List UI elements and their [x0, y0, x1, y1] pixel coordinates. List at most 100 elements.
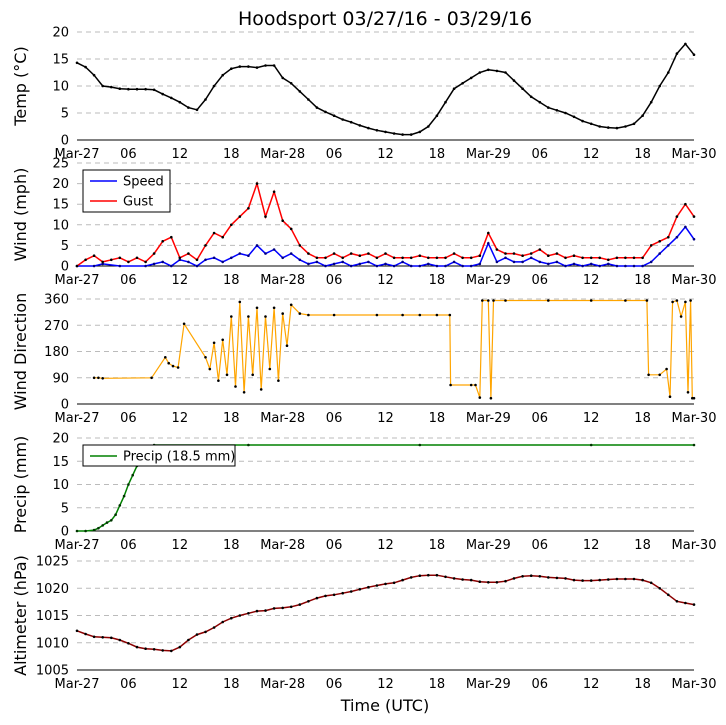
data-point: [448, 313, 452, 317]
data-point: [504, 252, 507, 255]
x-tick-label: 12: [583, 411, 600, 426]
data-point: [649, 260, 653, 264]
x-tick-label: Mar-27: [55, 411, 100, 426]
data-point: [144, 264, 147, 268]
panel-altimeter: 1005 1010 1015 1020 1025 Mar-27 06 12 18 Mar-28 06…: [11, 555, 716, 693]
data-point: [409, 576, 413, 579]
data-point: [547, 106, 550, 109]
x-tick-label: 12: [172, 411, 189, 426]
data-point: [307, 98, 310, 101]
data-point: [615, 264, 619, 268]
data-point: [221, 620, 224, 624]
data-point: [564, 577, 567, 580]
x-tick-label: Mar-29: [466, 411, 511, 426]
data-point: [487, 231, 490, 235]
y-tick-label: 0: [61, 134, 69, 149]
data-point: [624, 299, 627, 302]
data-point: [555, 252, 559, 255]
data-point: [589, 443, 593, 447]
legend: Precip (18.5 mm): [82, 444, 236, 467]
data-point: [307, 313, 310, 317]
data-point: [114, 513, 117, 516]
data-point: [589, 262, 593, 266]
data-point: [110, 258, 113, 262]
data-point: [264, 215, 267, 218]
data-point: [195, 264, 199, 268]
data-point: [538, 575, 542, 578]
data-point: [589, 579, 593, 582]
data-point: [495, 69, 499, 73]
data-point: [92, 254, 96, 257]
x-tick-label: 06: [326, 677, 343, 692]
data-point: [161, 240, 164, 243]
data-point: [572, 115, 576, 119]
data-point: [418, 574, 422, 577]
data-point: [75, 629, 79, 633]
data-point: [332, 593, 336, 597]
data-point: [684, 300, 687, 304]
data-point: [375, 313, 379, 317]
y-axis-label: Precip (mm): [11, 436, 30, 534]
data-point: [641, 114, 644, 117]
data-point: [144, 647, 147, 650]
data-point: [418, 130, 422, 134]
data-point: [255, 306, 259, 310]
data-point: [247, 315, 250, 318]
data-point: [632, 264, 636, 268]
x-tick-label: 06: [120, 677, 137, 692]
data-point: [684, 42, 687, 46]
x-tick-label: Mar-30: [672, 677, 717, 692]
data-point: [401, 133, 404, 136]
y-tick-label: 15: [52, 198, 69, 213]
x-tick-label: 12: [172, 538, 189, 553]
data-point: [521, 87, 524, 90]
data-point: [598, 264, 601, 268]
data-point: [607, 578, 610, 581]
x-tick-label: 06: [326, 538, 343, 553]
y-tick-label: 1005: [36, 664, 69, 679]
data-point: [645, 299, 649, 302]
data-point: [684, 202, 687, 206]
y-tick-label: 0: [61, 260, 69, 275]
x-axis-label: Time (UTC): [340, 696, 429, 715]
data-point: [401, 313, 404, 317]
data-point: [204, 244, 207, 247]
x-tick-label: 18: [634, 411, 651, 426]
data-point: [632, 122, 636, 126]
data-point: [289, 303, 293, 307]
legend-box: [82, 444, 236, 467]
data-point: [504, 579, 507, 583]
data-point: [444, 100, 447, 104]
data-point: [247, 65, 250, 68]
x-tick-label: Mar-28: [260, 411, 305, 426]
data-point: [324, 594, 327, 598]
y-tick-label: 10: [52, 218, 69, 233]
data-point: [481, 299, 484, 302]
data-point: [101, 84, 104, 88]
data-point: [478, 580, 482, 583]
x-tick-label: 12: [377, 273, 394, 288]
x-tick-label: 06: [326, 273, 343, 288]
legend-label-speed: Speed: [123, 175, 164, 190]
data-point: [84, 65, 87, 69]
data-point: [461, 256, 464, 260]
data-point: [272, 64, 276, 67]
data-point: [152, 252, 156, 255]
data-point: [487, 242, 490, 245]
x-tick-label: 06: [326, 411, 343, 426]
data-point: [251, 373, 254, 377]
data-point: [289, 605, 293, 609]
y-tick-label: 20: [52, 432, 69, 447]
x-tick-label: 18: [634, 677, 651, 692]
data-point: [182, 322, 186, 326]
data-point: [555, 109, 559, 112]
data-point: [564, 111, 567, 115]
data-point: [332, 114, 336, 117]
y-tick-label: 0: [61, 525, 69, 540]
data-point: [572, 578, 576, 582]
data-point: [538, 248, 542, 251]
y-tick-label: 90: [52, 371, 69, 386]
x-tick-label: 18: [429, 147, 446, 162]
data-point: [105, 521, 109, 524]
data-point: [675, 600, 679, 603]
